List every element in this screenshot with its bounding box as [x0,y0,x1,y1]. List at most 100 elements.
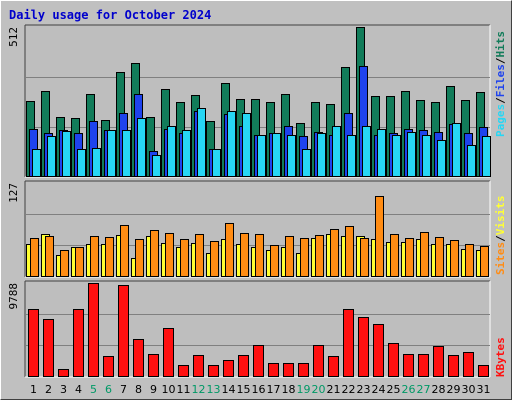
y-max-label: 9788 [7,283,20,310]
pages-bar [287,135,296,177]
sites-bar [285,236,294,277]
kbytes-bar [328,356,339,377]
x-axis-label: 9 [150,383,157,396]
x-axis-label: 23 [357,383,371,396]
sites-bar [450,240,459,277]
sites-bar [165,233,174,277]
kbytes-bar [238,355,249,377]
x-axis-label: 8 [135,383,142,396]
sites-bar [435,237,444,277]
pages-bar [47,136,56,177]
pages-bar [77,149,86,177]
pages-bar [152,155,161,177]
kbytes-bar [388,343,399,377]
kbytes-bar [313,345,324,377]
pages-bar [437,140,446,177]
x-axis-label: 15 [237,383,251,396]
kbytes-bar [283,363,294,377]
kbytes-bar [133,339,144,377]
pages-bar [167,126,176,177]
pages-bar [482,136,491,177]
x-axis-label: 24 [372,383,386,396]
kbytes-bar [118,285,129,377]
sites-bar [120,225,129,277]
kbytes-bar [43,319,54,377]
pages-bar [272,133,281,177]
kbytes-bar [193,355,204,377]
kbytes-bar [418,354,429,377]
y-max-label: 127 [7,183,20,203]
pages-bar [317,133,326,177]
chart-title: Daily usage for October 2024 [9,8,212,22]
x-axis-label: 20 [312,383,326,396]
x-axis-label: 10 [162,383,176,396]
sites-bar [225,223,234,277]
x-axis-label: 7 [120,383,127,396]
x-axis-label: 13 [207,383,221,396]
pages-bar [32,149,41,177]
pages-bar [452,123,461,177]
pages-bar [347,135,356,177]
sites-bar [180,239,189,277]
kbytes-bar [358,317,369,377]
sites-bar [405,238,414,277]
right-legend: KBytes [494,337,507,377]
pages-bar [302,149,311,177]
legend-visits: Visits [494,196,507,236]
sites-bar [315,235,324,277]
pages-bar [182,130,191,177]
legend-files: Files [494,64,507,97]
kbytes-bar [73,309,84,377]
sites-bar [75,247,84,277]
sites-bar [300,238,309,277]
kbytes-bar [88,283,99,377]
kbytes-bar [58,369,69,377]
sites-bar [195,234,204,277]
sites-bar [375,196,384,277]
kbytes-bar [253,345,264,377]
y-max-label: 512 [7,27,20,47]
sites-bar [270,245,279,277]
right-legend: Sites/Visits [494,196,507,276]
kbytes-bar [208,365,219,377]
x-axis-label: 12 [192,383,206,396]
kbytes-bar [463,352,474,377]
kbytes-bar [148,354,159,377]
sites-bar [105,237,114,277]
pages-bar [107,130,116,177]
sites-bar [90,236,99,277]
x-axis-label: 19 [297,383,311,396]
pages-bar [62,131,71,177]
x-axis-label: 16 [252,383,266,396]
sites-bar [420,232,429,277]
x-axis-label: 1 [30,383,37,396]
sites-bar [480,246,489,277]
kbytes-bar [163,328,174,377]
kbytes-bar [103,356,114,377]
sites-bar [360,238,369,277]
legend-sites: Sites [494,242,507,275]
x-axis-label: 18 [282,383,296,396]
kbytes-bar [223,360,234,377]
x-axis-label: 17 [267,383,281,396]
x-axis-label: 14 [222,383,236,396]
sites-bar [45,236,54,277]
pages-bar [212,149,221,177]
pages-bar [242,113,251,177]
x-axis-label: 27 [417,383,431,396]
x-axis-label: 2 [45,383,52,396]
pages-bar [392,135,401,177]
sites-bar [210,241,219,277]
kbytes-bar [298,363,309,377]
x-axis-label: 5 [90,383,97,396]
pages-bar [422,135,431,177]
sites-bar [150,230,159,277]
kbytes-bar [478,365,489,377]
legend-kbytes: KBytes [494,337,507,377]
pages-bar [122,130,131,177]
kbytes-bar [268,363,279,377]
x-axis-label: 22 [342,383,356,396]
pages-bar [467,145,476,177]
pages-bar [92,148,101,177]
